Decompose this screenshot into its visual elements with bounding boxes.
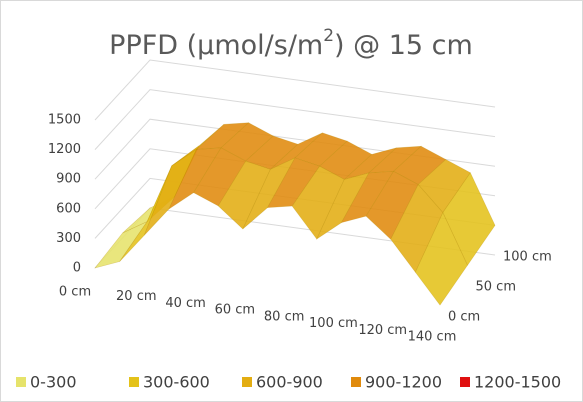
depth-tick-label: 0 cm <box>448 310 480 325</box>
legend-swatch <box>129 377 139 387</box>
x-tick-label: 40 cm <box>165 296 206 311</box>
legend-label: 600-900 <box>256 373 323 392</box>
chart-title: PPFD (µmol/s/m2) @ 15 cm <box>109 26 473 61</box>
x-tick-label: 120 cm <box>358 323 407 338</box>
x-tick-label: 0 cm <box>59 285 91 300</box>
z-tick-label: 1500 <box>48 113 81 128</box>
x-tick-label: 140 cm <box>408 330 457 345</box>
depth-tick-label: 100 cm <box>503 250 552 265</box>
depth-tick-label: 50 cm <box>476 280 517 295</box>
legend-swatch <box>460 377 470 387</box>
z-tick-label: 1200 <box>48 142 81 157</box>
z-tick-label: 300 <box>56 231 81 246</box>
z-tick-label: 900 <box>56 172 81 187</box>
x-tick-label: 20 cm <box>116 289 157 304</box>
x-tick-label: 60 cm <box>215 303 256 318</box>
legend-swatch <box>16 377 26 387</box>
title-tail: ) @ 15 cm <box>334 30 473 61</box>
x-tick-label: 100 cm <box>309 316 358 331</box>
legend-label: 300-600 <box>143 373 210 392</box>
grid-line <box>94 59 496 121</box>
legend-swatch <box>351 377 361 387</box>
title-sup: 2 <box>323 26 334 46</box>
legend-label: 0-300 <box>30 373 77 392</box>
title-text: PPFD (µmol/s/m <box>109 30 323 61</box>
x-tick-label: 80 cm <box>264 309 305 324</box>
surface-patch <box>415 211 468 306</box>
legend-label: 1200-1500 <box>474 373 561 392</box>
z-tick-label: 0 <box>73 261 81 276</box>
z-tick-label: 600 <box>56 201 81 216</box>
legend-swatch <box>242 377 252 387</box>
legend-label: 900-1200 <box>365 373 442 392</box>
grid-line <box>94 118 496 180</box>
grid-line <box>94 89 496 150</box>
